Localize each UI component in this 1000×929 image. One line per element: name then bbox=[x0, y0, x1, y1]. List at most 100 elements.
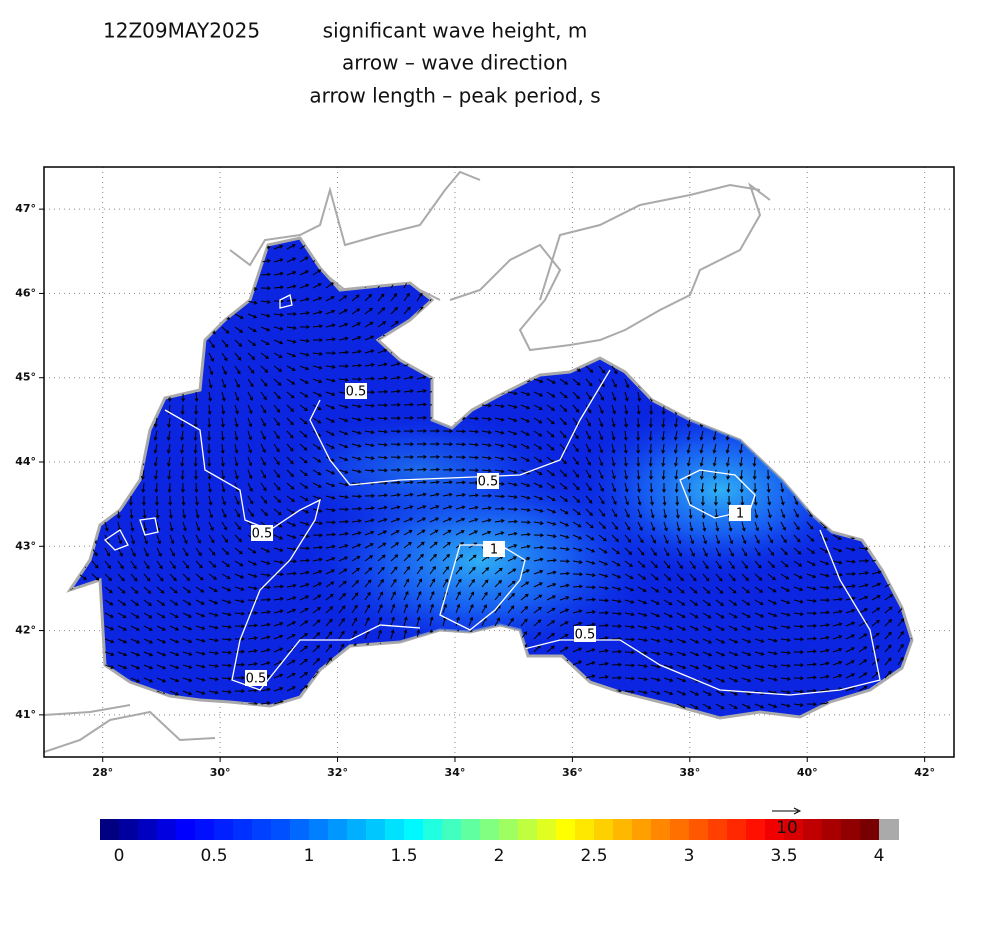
wave-arrow bbox=[260, 661, 271, 666]
wave-arrow bbox=[806, 675, 817, 680]
wave-arrow bbox=[520, 417, 530, 423]
wave-arrow bbox=[455, 429, 466, 434]
wave-arrow bbox=[416, 265, 422, 276]
wave-arrow bbox=[507, 682, 514, 692]
wave-arrow bbox=[611, 547, 620, 555]
wave-arrow bbox=[91, 508, 96, 519]
wave-arrow bbox=[897, 295, 907, 302]
wave-arrow bbox=[637, 495, 642, 506]
wave-arrow bbox=[78, 612, 89, 618]
wave-arrow bbox=[468, 578, 475, 588]
wave-arrow bbox=[546, 443, 555, 451]
wave-arrow bbox=[572, 482, 580, 491]
wave-arrow bbox=[143, 677, 154, 683]
wave-arrow bbox=[650, 664, 661, 669]
wave-arrow bbox=[273, 495, 282, 503]
wave-arrow bbox=[377, 591, 384, 601]
wave-arrow bbox=[338, 430, 349, 436]
wave-arrow bbox=[338, 507, 349, 512]
wave-arrow bbox=[533, 337, 544, 342]
wave-arrow bbox=[455, 530, 465, 536]
wave-arrow bbox=[754, 651, 765, 656]
wave-arrow bbox=[70, 663, 76, 668]
wave-arrow bbox=[661, 430, 666, 441]
wave-arrow bbox=[325, 593, 334, 601]
lon-tick-label: 38° bbox=[679, 766, 700, 779]
wave-arrow bbox=[507, 295, 517, 302]
wave-arrow bbox=[260, 547, 271, 553]
wave-arrow bbox=[533, 255, 542, 263]
wave-arrow bbox=[390, 554, 399, 562]
wave-arrow bbox=[897, 323, 908, 328]
wave-arrow bbox=[455, 554, 464, 562]
wave-arrow bbox=[533, 417, 543, 424]
wave-arrow bbox=[455, 493, 466, 497]
wave-arrow bbox=[78, 339, 85, 349]
wave-arrow bbox=[728, 534, 734, 545]
wave-arrow bbox=[130, 238, 141, 241]
wave-arrow bbox=[507, 309, 517, 315]
wave-arrow bbox=[117, 573, 125, 582]
wave-arrow bbox=[338, 656, 345, 666]
wave-arrow bbox=[636, 456, 641, 467]
wave-arrow bbox=[533, 657, 541, 666]
wave-arrow bbox=[234, 339, 243, 347]
wave-arrow bbox=[168, 508, 173, 519]
wave-arrow bbox=[573, 298, 583, 303]
wave-arrow bbox=[884, 670, 892, 679]
wave-arrow bbox=[127, 443, 132, 454]
wave-arrow bbox=[195, 690, 206, 695]
wave-arrow bbox=[416, 590, 422, 601]
wave-arrow bbox=[686, 443, 691, 454]
contour-label: 0.5 bbox=[246, 672, 267, 687]
wave-arrow bbox=[104, 690, 115, 696]
wave-arrow bbox=[417, 442, 427, 447]
wave-arrow bbox=[832, 339, 842, 345]
wave-arrow bbox=[403, 566, 411, 575]
wave-arrow bbox=[741, 716, 751, 718]
wave-arrow bbox=[403, 348, 413, 354]
wave-arrow bbox=[832, 378, 840, 387]
wave-arrow bbox=[443, 454, 453, 459]
wave-arrow bbox=[390, 566, 398, 575]
wave-arrow bbox=[286, 482, 295, 490]
wave-arrow bbox=[699, 456, 704, 467]
wave-arrow bbox=[260, 299, 271, 304]
wave-arrow bbox=[234, 547, 243, 555]
wave-arrow bbox=[845, 547, 856, 552]
wave-arrow bbox=[156, 300, 164, 309]
wave-arrow bbox=[76, 457, 81, 467]
wave-arrow bbox=[195, 274, 205, 280]
wave-arrow bbox=[820, 233, 829, 236]
wave-arrow bbox=[663, 573, 672, 581]
wave-arrow bbox=[468, 293, 476, 302]
wave-arrow bbox=[195, 352, 201, 363]
wave-arrow bbox=[286, 430, 294, 439]
wave-arrow bbox=[208, 573, 218, 580]
wave-arrow bbox=[377, 266, 383, 276]
wave-arrow bbox=[806, 573, 817, 579]
wave-arrow bbox=[767, 586, 777, 593]
wave-arrow bbox=[741, 248, 752, 254]
wave-arrow bbox=[650, 625, 661, 630]
wave-arrow bbox=[546, 534, 557, 539]
wave-arrow bbox=[103, 378, 108, 389]
wave-arrow bbox=[520, 309, 531, 315]
wave-arrow bbox=[780, 625, 791, 630]
wave-arrow bbox=[520, 430, 530, 436]
wave-arrow bbox=[351, 336, 362, 341]
wave-arrow bbox=[247, 586, 258, 591]
wave-arrow bbox=[845, 271, 856, 276]
wave-arrow bbox=[637, 664, 648, 668]
wave-arrow bbox=[636, 417, 641, 428]
wave-arrow bbox=[650, 287, 660, 294]
wave-arrow bbox=[273, 378, 282, 386]
wave-arrow bbox=[390, 442, 401, 447]
wave-arrow bbox=[351, 604, 358, 614]
wave-arrow bbox=[273, 596, 284, 601]
wave-arrow bbox=[195, 677, 206, 682]
wave-arrow bbox=[390, 320, 399, 328]
wave-arrow bbox=[767, 300, 777, 307]
wave-arrow bbox=[650, 586, 660, 593]
wave-arrow bbox=[221, 482, 226, 493]
